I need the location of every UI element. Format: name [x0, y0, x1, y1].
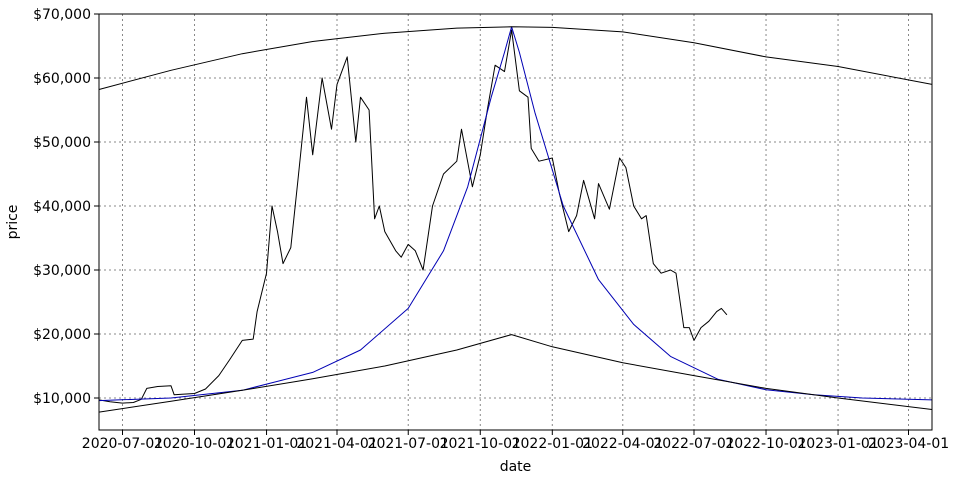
series-line-3 — [98, 334, 933, 413]
series-line-4 — [98, 26, 933, 90]
plot-frame — [98, 13, 933, 431]
y-tick-label: $50,000 — [33, 135, 91, 151]
x-tick-label: 2022-01-01 — [512, 436, 593, 452]
x-tick-label: 2023-01-01 — [797, 436, 878, 452]
x-tick-label: 2021-04-01 — [296, 436, 377, 452]
y-tick-label: $10,000 — [33, 391, 91, 407]
x-tick-label: 2021-07-01 — [368, 436, 449, 452]
series-line-1 — [98, 29, 728, 404]
axis-ticks: 2020-07-012020-10-012021-01-012021-04-01… — [33, 7, 949, 452]
y-axis-label: price — [5, 205, 21, 240]
x-tick-label: 2020-10-01 — [154, 436, 235, 452]
y-tick-label: $30,000 — [33, 263, 91, 279]
y-tick-label: $60,000 — [33, 71, 91, 87]
x-tick-label: 2022-04-01 — [582, 436, 663, 452]
x-tick-label: 2022-07-01 — [653, 436, 734, 452]
series-line-2 — [98, 26, 933, 402]
series-lines — [98, 26, 933, 413]
x-tick-label: 2021-10-01 — [440, 436, 521, 452]
x-tick-label: 2023-04-01 — [868, 436, 949, 452]
x-axis-label: date — [500, 459, 532, 475]
y-tick-label: $70,000 — [33, 7, 91, 23]
y-tick-label: $20,000 — [33, 327, 91, 343]
y-tick-label: $40,000 — [33, 199, 91, 215]
x-tick-label: 2020-07-01 — [82, 436, 163, 452]
x-tick-label: 2022-10-01 — [725, 436, 806, 452]
x-tick-label: 2021-01-01 — [226, 436, 307, 452]
